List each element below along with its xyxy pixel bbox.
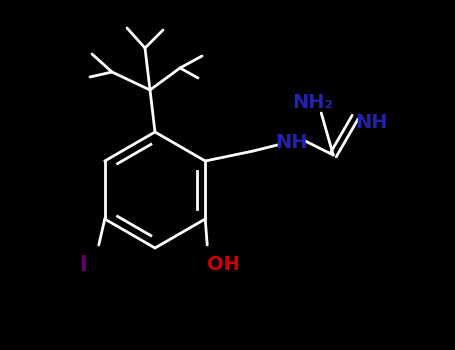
Text: NH₂: NH₂: [293, 93, 334, 112]
Text: I: I: [79, 255, 86, 275]
Text: NH: NH: [275, 133, 308, 153]
Text: NH: NH: [355, 112, 388, 132]
Text: OH: OH: [207, 256, 240, 274]
